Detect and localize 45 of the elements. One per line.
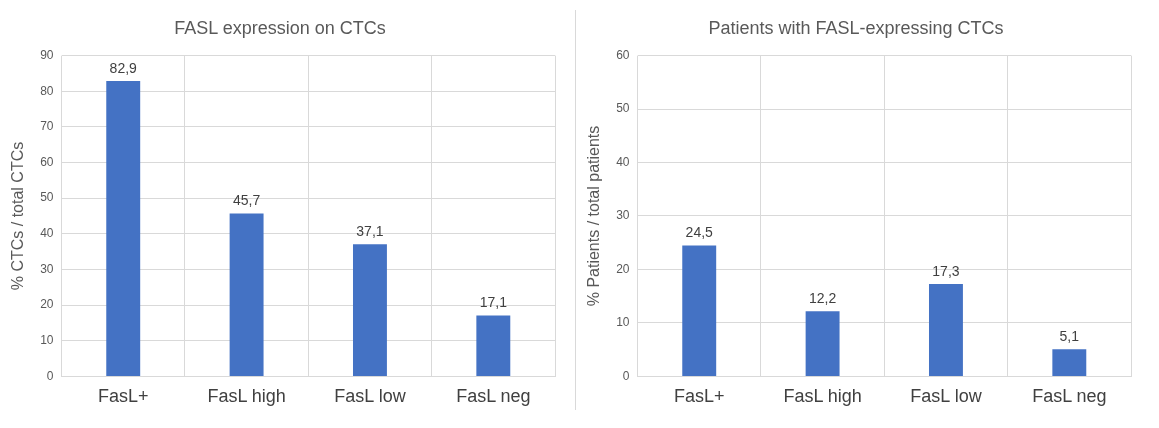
chart-title: FASL expression on CTCs xyxy=(174,17,386,38)
y-tick-label: 80 xyxy=(40,83,54,98)
x-tick-label: FasL+ xyxy=(673,386,725,407)
data-label: 12,2 xyxy=(808,290,837,307)
y-tick-label: 40 xyxy=(40,226,54,241)
y-tick-label: 50 xyxy=(40,190,54,205)
y-tick-label: 30 xyxy=(40,261,54,276)
x-tick-label: FasL neg xyxy=(456,386,531,407)
bar xyxy=(1052,349,1087,376)
y-tick-label: 70 xyxy=(40,119,54,134)
y-tick-label: 20 xyxy=(616,261,630,276)
x-tick-label: FasL high xyxy=(207,386,286,407)
bar xyxy=(352,244,387,376)
y-tick-label: 20 xyxy=(40,297,54,312)
y-axis-title: % Patients / total patients xyxy=(585,125,603,307)
data-label: 5,1 xyxy=(1059,327,1080,344)
bar xyxy=(229,213,264,376)
data-label: 82,9 xyxy=(109,59,138,76)
bar xyxy=(106,80,141,376)
bar xyxy=(476,315,511,376)
data-label: 45,7 xyxy=(232,192,261,209)
y-tick-label: 90 xyxy=(40,47,54,62)
x-tick-label: FasL+ xyxy=(97,386,149,407)
y-tick-label: 10 xyxy=(616,315,630,330)
y-tick-label: 50 xyxy=(616,101,630,116)
data-label: 17,1 xyxy=(479,294,508,311)
data-label: 37,1 xyxy=(356,223,384,240)
y-tick-label: 0 xyxy=(46,368,54,383)
x-tick-label: FasL neg xyxy=(1032,386,1107,407)
y-tick-label: 40 xyxy=(616,154,630,169)
bar xyxy=(805,311,840,376)
y-tick-label: 10 xyxy=(40,333,54,348)
data-label: 24,5 xyxy=(685,224,714,241)
y-tick-label: 60 xyxy=(616,47,630,62)
x-tick-label: FasL low xyxy=(910,386,983,407)
data-label: 17,3 xyxy=(932,262,960,279)
y-axis-title: % CTCs / total CTCs xyxy=(9,141,27,291)
chart-title: Patients with FASL-expressing CTCs xyxy=(708,17,1004,38)
x-tick-label: FasL high xyxy=(783,386,862,407)
y-tick-label: 30 xyxy=(616,208,630,223)
y-tick-label: 60 xyxy=(40,154,54,169)
y-tick-label: 0 xyxy=(622,368,630,383)
bar xyxy=(928,283,963,376)
bar xyxy=(682,245,717,376)
x-tick-label: FasL low xyxy=(334,386,407,407)
